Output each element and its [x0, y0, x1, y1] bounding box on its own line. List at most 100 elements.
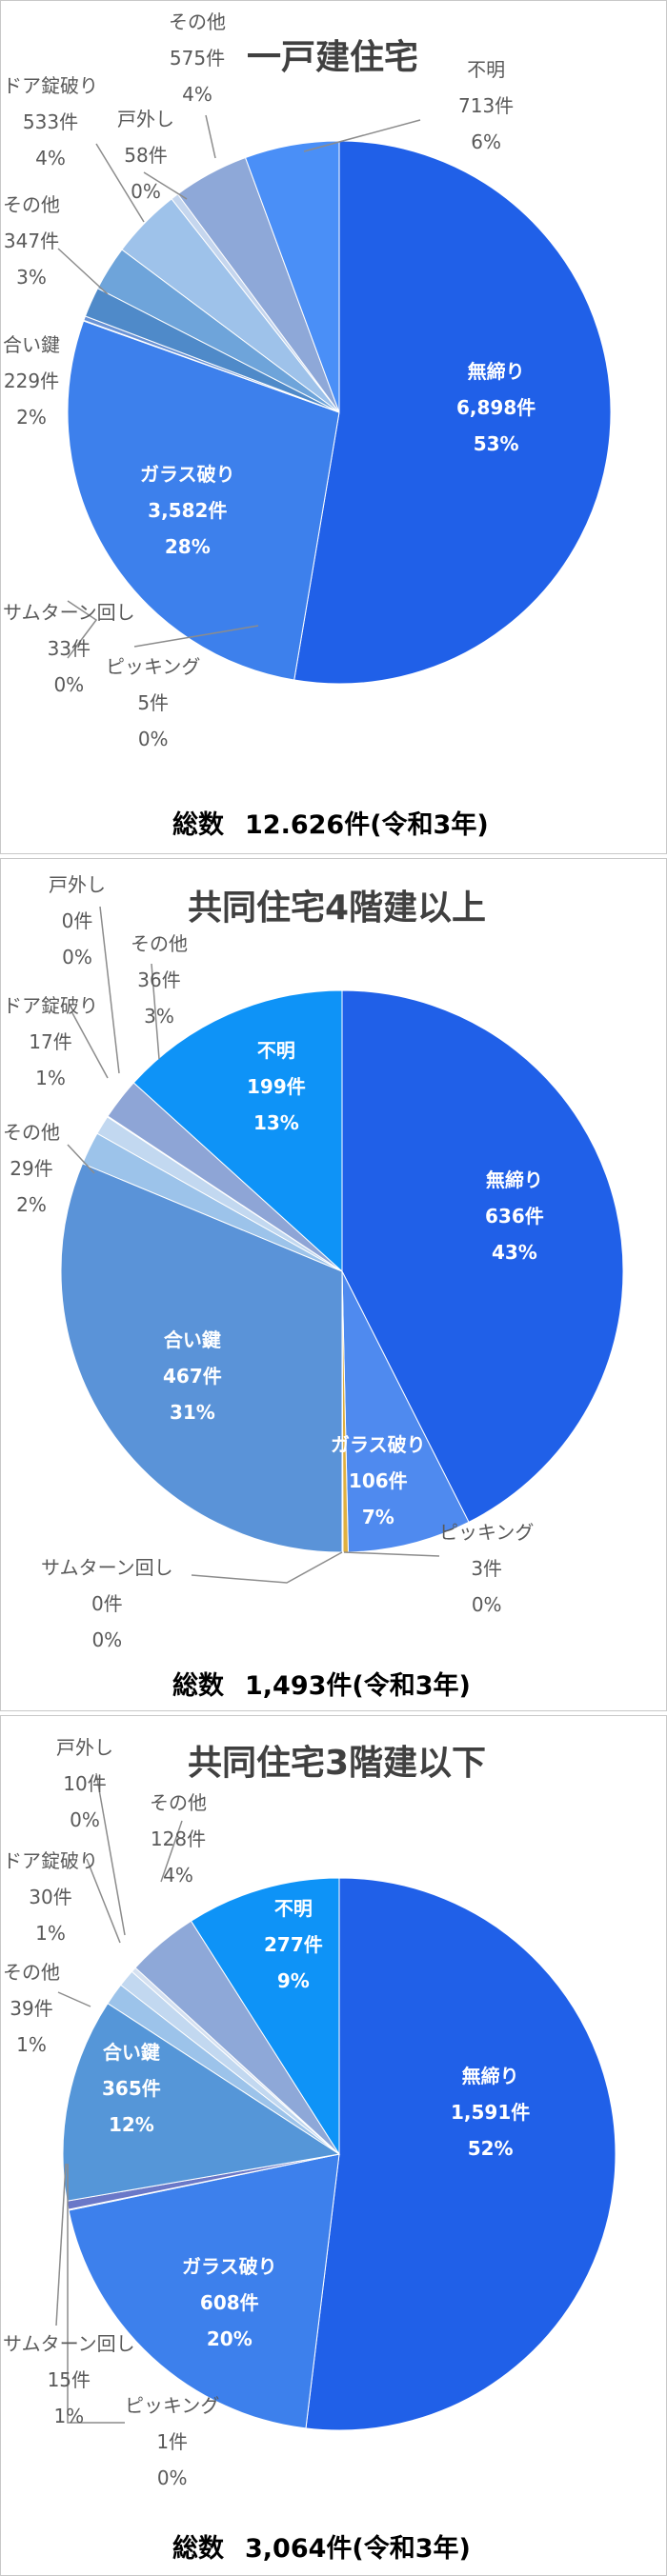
slice-label-unknown: 不明 199件 13% [247, 1032, 306, 1141]
slice-name: その他 [169, 10, 226, 33]
slice-name: 合い鍵 [102, 2041, 160, 2064]
slice-percent: 0% [131, 180, 161, 203]
slice-label-thumbturn: サムターン回し 15件 1% [3, 2326, 135, 2434]
pie-slice [244, 140, 340, 413]
pie-chart-detached-house [57, 114, 612, 685]
slice-name: その他 [3, 1121, 60, 1144]
slice-label-picking: ピッキング 5件 0% [106, 649, 200, 757]
slice-percent: 53% [473, 432, 519, 455]
slice-label-thumbturn: サムターン回し 33件 0% [3, 594, 135, 703]
leader-line [160, 1820, 183, 1883]
pie-slice [293, 140, 612, 685]
total-label: 総数 [172, 1671, 224, 1701]
slice-label-door-lock-breaking: ドア錠破り 17件 1% [3, 988, 98, 1096]
slice-count: 5件 [137, 691, 170, 714]
slice-count: 0件 [61, 909, 93, 932]
slice-percent: 4% [35, 147, 66, 170]
total-value: 3,064件(令和3年) [245, 2534, 471, 2564]
slice-count: 0件 [91, 1592, 123, 1615]
leader-line [57, 248, 109, 295]
slice-count: 30件 [29, 1886, 72, 1908]
slice-name: 不明 [256, 1039, 295, 1062]
slice-name: 無締り [485, 1168, 543, 1191]
slice-count: 347件 [3, 230, 60, 252]
slice-label-glass-breaking: ガラス破り 608件 20% [182, 2248, 277, 2357]
slice-count: 365件 [102, 2077, 161, 2100]
slice-label-other-1: その他 39件 1% [3, 1954, 60, 2063]
slice-percent: 28% [164, 535, 211, 558]
slice-count: 608件 [199, 2291, 259, 2314]
slice-label-unknown: 不明 277件 9% [264, 1890, 323, 1999]
slice-name: 無締り [467, 360, 525, 383]
slice-label-unlocked: 無締り 6,898件 53% [456, 353, 536, 462]
slice-percent: 13% [253, 1111, 299, 1134]
slice-name: 合い鍵 [163, 1328, 221, 1351]
slice-label-other-1: その他 347件 3% [3, 187, 60, 295]
leader-line [55, 2163, 67, 2326]
slice-percent: 4% [163, 1864, 193, 1887]
slice-name: 合い鍵 [3, 333, 60, 356]
slice-percent: 1% [35, 1067, 66, 1089]
slice-label-unknown: 不明 713件 6% [458, 51, 514, 160]
leader-line [151, 963, 160, 1060]
slice-count: 229件 [3, 369, 60, 392]
slice-label-glass-breaking: ガラス破り 106件 7% [331, 1427, 426, 1535]
slice-percent: 0% [137, 728, 169, 750]
slice-label-door-removal: 戸外し 10件 0% [56, 1729, 113, 1838]
slice-percent: 52% [467, 2137, 514, 2160]
slice-name: 戸外し [56, 1736, 113, 1759]
pie-slice [190, 1877, 340, 2156]
leader-line [343, 1551, 440, 1557]
leader-line [95, 1772, 126, 1936]
pie-slice [341, 989, 624, 1524]
total-value: 1,493件(令和3年) [245, 1671, 471, 1701]
slice-percent: 0% [53, 673, 85, 696]
slice-name: ドア錠破り [3, 994, 98, 1017]
chart-title: 共同住宅4階建以上 [188, 889, 487, 928]
slice-percent: 0% [91, 1628, 123, 1651]
pie-slice [67, 320, 340, 681]
slice-name: ガラス破り [140, 463, 235, 486]
slice-label-unlocked: 無締り 1,591件 52% [451, 2058, 530, 2167]
slice-label-duplicate-key: 合い鍵 365件 12% [102, 2034, 161, 2143]
slice-label-other-2: その他 575件 4% [169, 4, 226, 112]
slice-count: 277件 [264, 1933, 323, 1956]
slice-count: 3,582件 [148, 499, 228, 522]
slice-percent: 1% [16, 2033, 47, 2056]
slice-name: ガラス破り [331, 1433, 426, 1456]
slice-label-unlocked: 無締り 636件 43% [485, 1162, 544, 1270]
leader-line [86, 1858, 121, 1944]
slice-name: ピッキング [125, 2394, 220, 2417]
slice-percent: 3% [144, 1005, 174, 1028]
slice-count: 467件 [163, 1365, 222, 1388]
slice-percent: 9% [276, 1969, 310, 1992]
chart-panel-apartment-4plus: 共同住宅4階建以上 無締り 636件 43% ガラス破り 106件 7% ピッキ… [0, 858, 667, 1711]
total-count: 総数 1,493件(令和3年) [172, 1665, 471, 1702]
slice-label-picking: ピッキング 1件 0% [125, 2387, 219, 2496]
slice-name: ピッキング [439, 1521, 535, 1544]
leader-line [133, 625, 259, 648]
slice-percent: 12% [108, 2113, 154, 2136]
leader-line [99, 906, 120, 1074]
slice-count: 199件 [247, 1075, 306, 1098]
slice-count: 33件 [47, 637, 91, 660]
leader-line [67, 2164, 125, 2424]
slice-percent: 0% [70, 1808, 100, 1831]
chart-title: 一戸建住宅 [247, 38, 419, 77]
leader-line [71, 1010, 109, 1079]
slice-count: 1件 [156, 2430, 189, 2453]
slice-name: その他 [3, 1961, 60, 1984]
slice-percent: 2% [16, 1193, 47, 1216]
slice-count: 128件 [150, 1827, 207, 1850]
slice-name: サムターン回し [41, 1556, 173, 1579]
slice-name: 不明 [273, 1897, 313, 1920]
slice-percent: 1% [53, 2405, 85, 2427]
slice-count: 39件 [10, 1997, 53, 2020]
chart-panel-apartment-3minus: 共同住宅3階建以下 無締り 1,591件 52% ガラス破り 608件 20% … [0, 1715, 667, 2576]
slice-percent: 0% [156, 2466, 188, 2489]
slice-label-other-1: その他 29件 2% [3, 1114, 60, 1223]
total-label: 総数 [172, 2534, 224, 2564]
slice-percent: 43% [491, 1241, 537, 1264]
slice-percent: 31% [169, 1401, 215, 1424]
slice-label-door-removal: 戸外し 58件 0% [117, 101, 174, 210]
